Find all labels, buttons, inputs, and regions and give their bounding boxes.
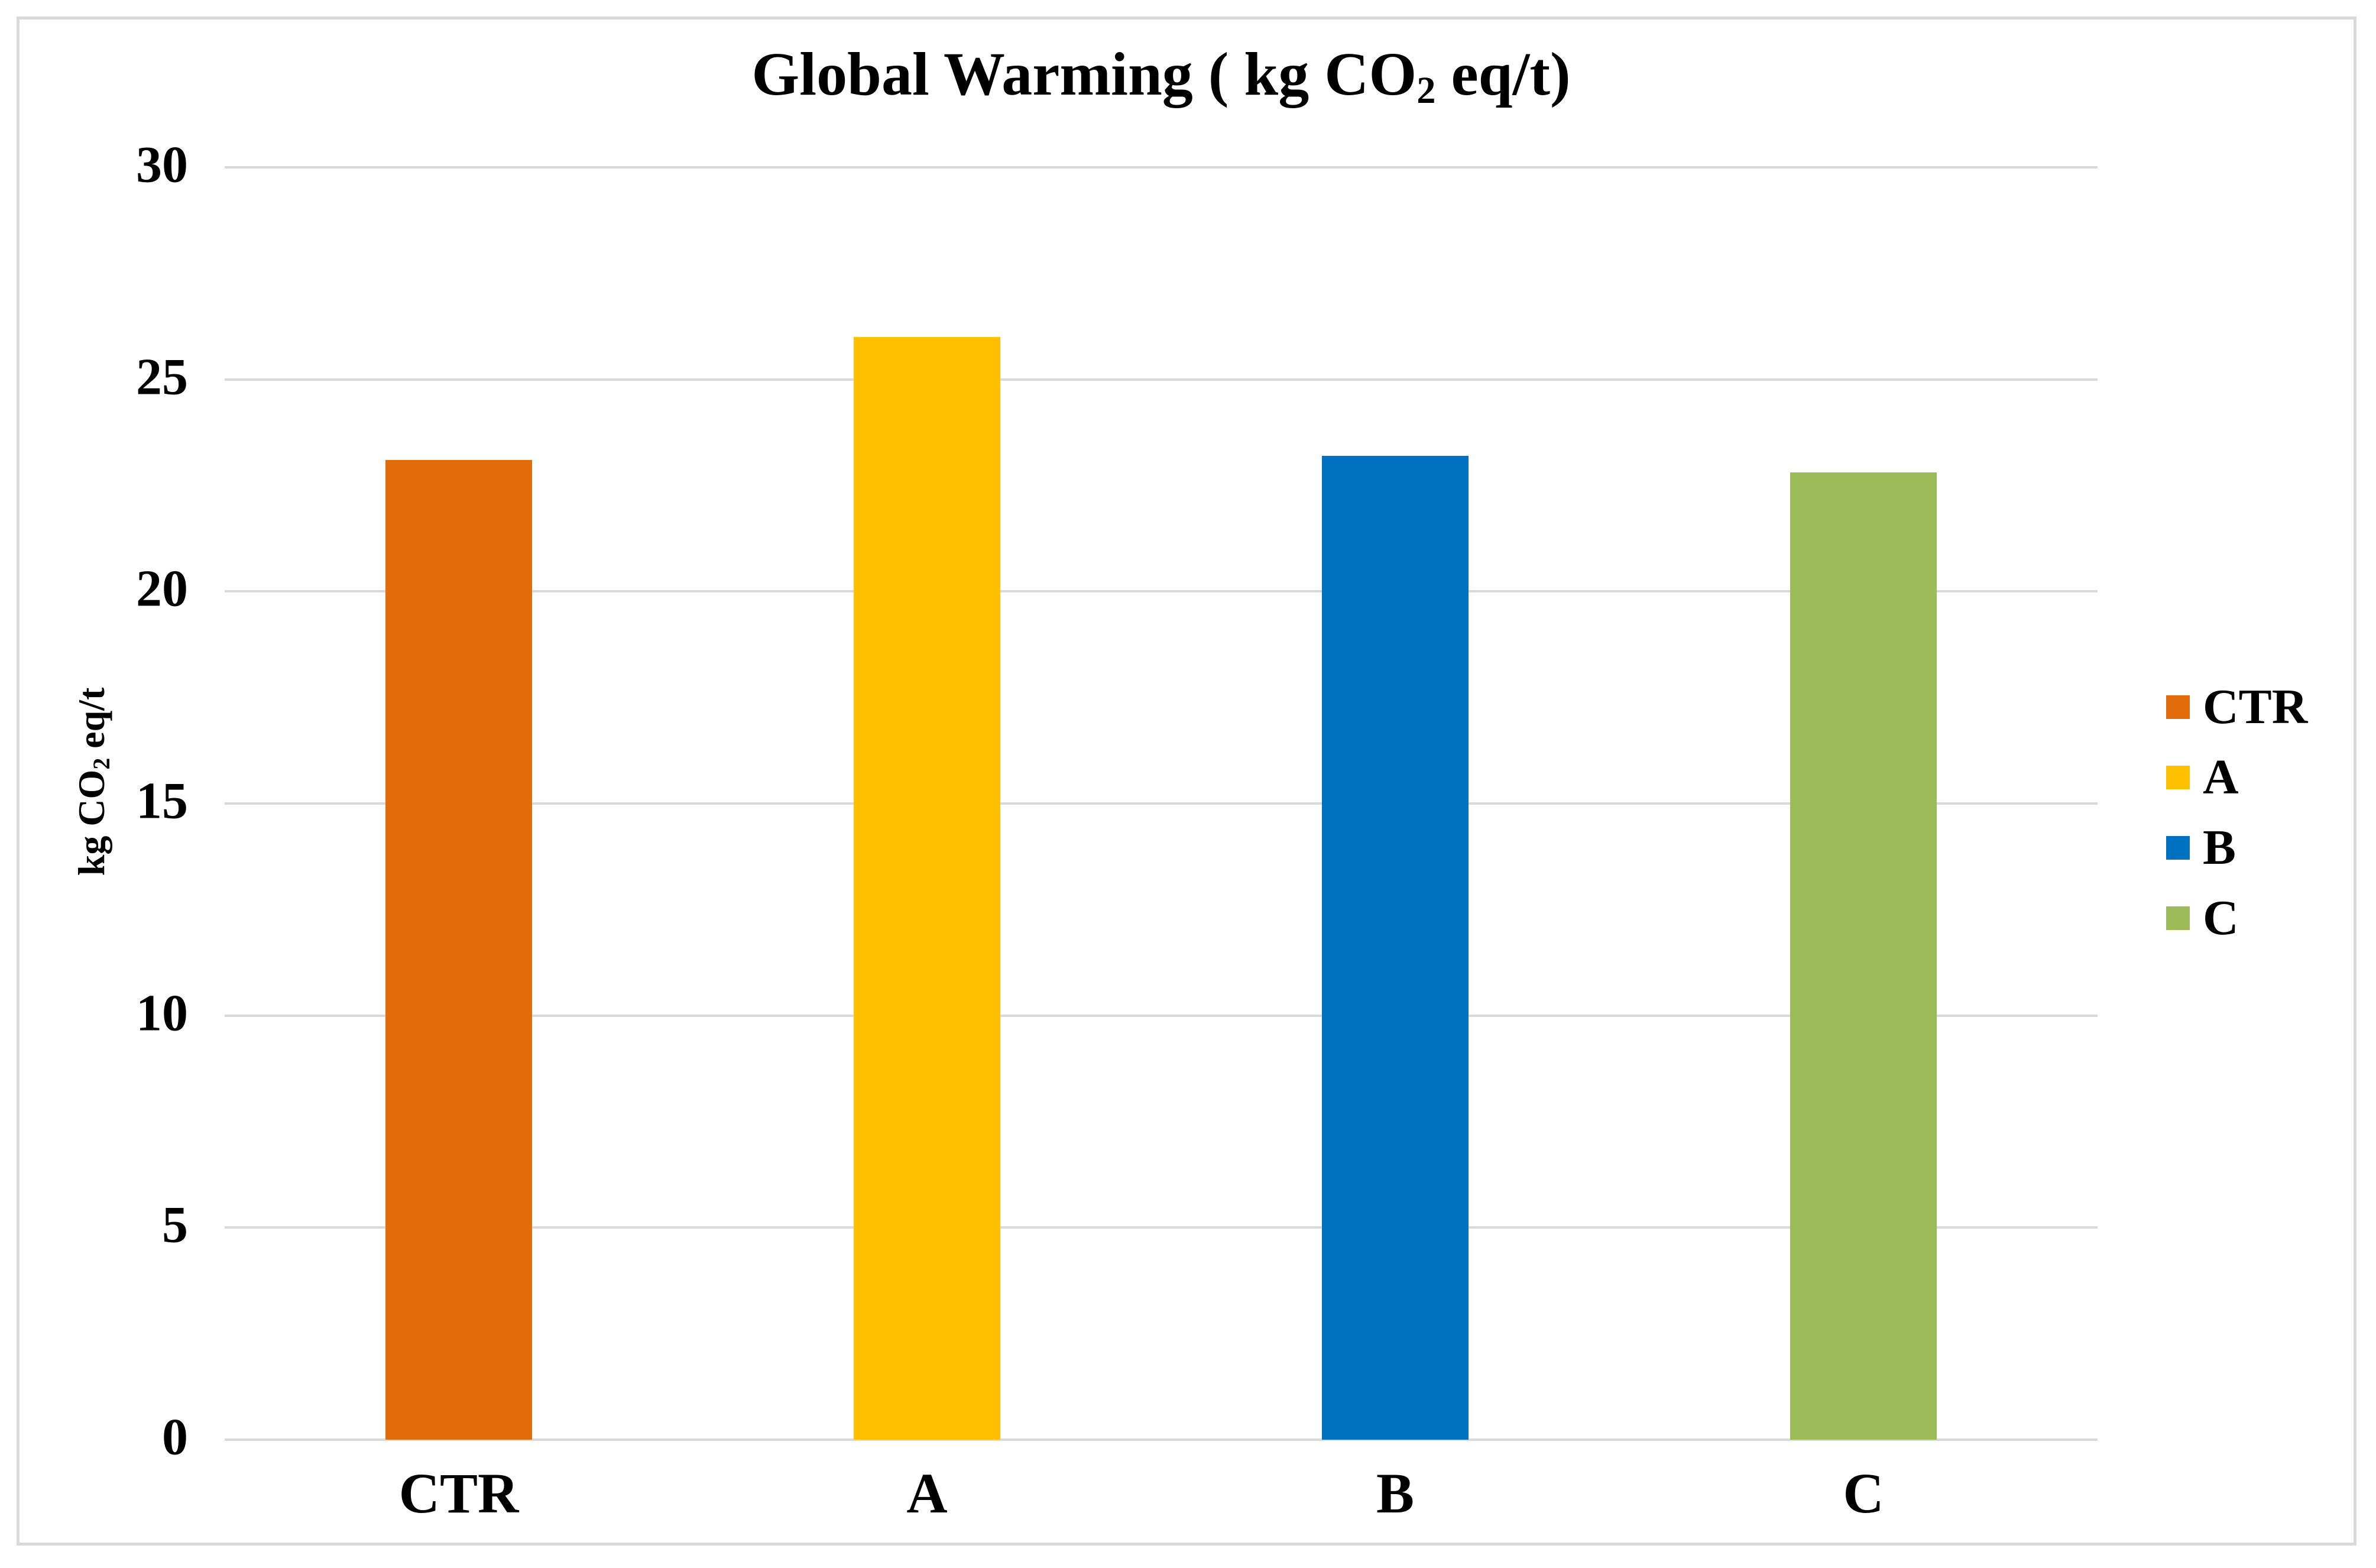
bar-B xyxy=(1322,455,1469,1440)
legend-label-A: A xyxy=(2203,750,2239,805)
bar-CTR xyxy=(385,459,532,1440)
legend-swatch-A xyxy=(2166,766,2190,789)
x-label-CTR: CTR xyxy=(398,1462,519,1525)
legend-item-A: A xyxy=(2166,748,2307,807)
gridline-y30 xyxy=(225,166,2098,169)
legend: CTR A B C xyxy=(2166,678,2307,948)
y-tick-label-10: 10 xyxy=(136,984,188,1042)
chart-title-suffix: eq/t) xyxy=(1435,40,1571,108)
bar-C xyxy=(1790,472,1937,1440)
y-tick-label-15: 15 xyxy=(136,772,188,830)
y-tick-label-30: 30 xyxy=(136,136,188,194)
x-label-B: B xyxy=(1376,1462,1415,1525)
gridline-y15 xyxy=(225,802,2098,805)
legend-label-C: C xyxy=(2203,890,2239,945)
legend-item-B: B xyxy=(2166,818,2307,877)
y-tick-label-25: 25 xyxy=(136,348,188,406)
gridline-y5 xyxy=(225,1226,2098,1229)
x-label-C: C xyxy=(1843,1462,1884,1525)
legend-swatch-CTR xyxy=(2166,695,2190,719)
chart-title-text: Global Warming ( kg CO xyxy=(751,40,1417,108)
legend-item-CTR: CTR xyxy=(2166,678,2307,737)
gridline-y20 xyxy=(225,590,2098,593)
chart-title-subscript: 2 xyxy=(1416,69,1436,112)
bar-A xyxy=(854,336,1000,1440)
plot-area xyxy=(225,166,2098,1441)
x-axis-line xyxy=(225,1439,2098,1441)
chart-title: Global Warming ( kg CO2 eq/t) xyxy=(225,38,2098,112)
legend-label-B: B xyxy=(2203,820,2236,875)
y-tick-label-0: 0 xyxy=(162,1408,188,1466)
legend-swatch-C xyxy=(2166,906,2190,930)
legend-item-C: C xyxy=(2166,889,2307,948)
gridline-y25 xyxy=(225,378,2098,381)
y-axis-title-subscript: 2 xyxy=(88,757,115,770)
x-label-A: A xyxy=(906,1462,948,1525)
legend-swatch-B xyxy=(2166,836,2190,860)
y-axis-title-suffix: eq/t xyxy=(70,687,112,758)
legend-label-CTR: CTR xyxy=(2203,679,2308,734)
gridline-y10 xyxy=(225,1014,2098,1017)
y-tick-label-5: 5 xyxy=(162,1196,188,1254)
y-tick-label-20: 20 xyxy=(136,560,188,618)
